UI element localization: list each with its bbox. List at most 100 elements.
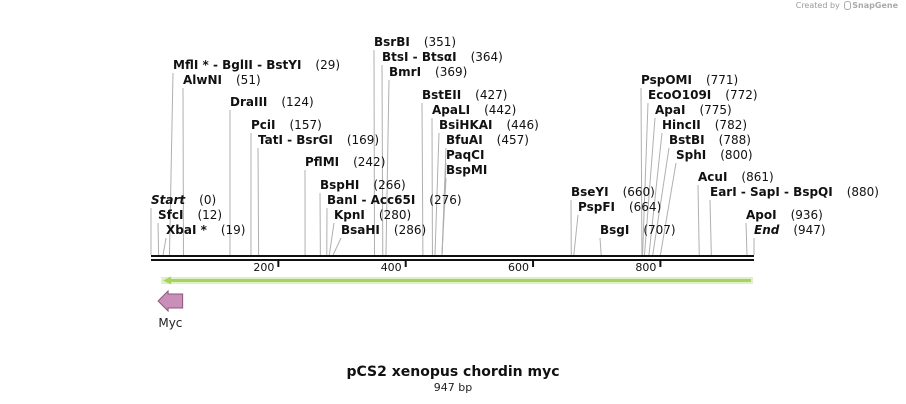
site-line-bsahi <box>332 237 342 256</box>
site-label-mfli[interactable]: MflI * - BglII - BstYI (29) <box>173 58 340 72</box>
enzyme-name: SfcI <box>158 208 183 222</box>
enzyme-name: BspMI <box>446 163 487 177</box>
site-label-bseyi[interactable]: BseYI (660) <box>571 185 655 199</box>
snapgene-credit: Created by SnapGene <box>796 1 898 10</box>
site-label-bsrbi[interactable]: BsrBI (351) <box>374 35 456 49</box>
snapgene-logo-icon <box>844 1 852 10</box>
name-separator: - <box>737 185 750 199</box>
name-separator: - <box>209 58 222 72</box>
site-label-apoi[interactable]: ApoI (936) <box>746 208 823 222</box>
site-position: (364) <box>471 50 503 64</box>
site-label-bstbi[interactable]: BstBI (788) <box>669 133 751 147</box>
enzyme-name: PciI <box>251 118 276 132</box>
enzyme-name: PaqCI <box>446 148 484 162</box>
site-label-pspomi[interactable]: PspOMI (771) <box>641 73 738 87</box>
enzyme-name: BsrBI <box>374 35 410 49</box>
site-label-acui[interactable]: AcuI (861) <box>698 170 774 184</box>
site-line-mfli <box>168 72 174 256</box>
feature-track: Myc <box>157 289 184 330</box>
name-separator: - <box>780 185 793 199</box>
site-line-pspomi <box>640 87 643 256</box>
enzyme-name: BspHI <box>320 178 359 192</box>
site-label-eari[interactable]: EarI - SapI - BspQI (880) <box>710 185 879 199</box>
site-label-sfci[interactable]: SfcI (12) <box>158 208 222 222</box>
ruler: 200 400 600 800 <box>253 261 662 274</box>
site-label-bsgi[interactable]: BsgI (707) <box>600 223 676 237</box>
site-label-bspmi[interactable]: BspMI <box>446 163 487 177</box>
site-lines <box>150 49 755 256</box>
site-label-bsteii[interactable]: BstEII (427) <box>422 88 507 102</box>
site-position: (446) <box>507 118 539 132</box>
sequence-title: pCS2 xenopus chordin myc <box>346 364 560 380</box>
site-label-apai[interactable]: ApaI (775) <box>655 103 732 117</box>
site-position: (788) <box>719 133 751 147</box>
site-label-sphi[interactable]: SphI (800) <box>676 148 753 162</box>
site-label-end[interactable]: End (947) <box>754 223 826 237</box>
site-line-kpni <box>328 222 335 256</box>
site-label-kpni[interactable]: KpnI (280) <box>334 208 411 222</box>
name-separator: - <box>253 58 266 72</box>
site-position: (664) <box>629 200 661 214</box>
site-position: (29) <box>315 58 340 72</box>
enzyme-name: PspOMI <box>641 73 692 87</box>
enzyme-name: End <box>754 223 780 237</box>
site-position: (775) <box>699 103 731 117</box>
site-label-apali[interactable]: ApaLI (442) <box>432 103 516 117</box>
ruler-tick-label: 600 <box>508 261 529 274</box>
site-label-pspfi[interactable]: PspFI (664) <box>578 200 661 214</box>
site-label-tati[interactable]: TatI - BsrGI (169) <box>258 133 379 147</box>
enzyme-name: BglII <box>222 58 253 72</box>
enzyme-name: BsrGI <box>296 133 333 147</box>
site-label-bani[interactable]: BanI - Acc65I (276) <box>327 193 462 207</box>
site-label-draiii[interactable]: DraIII (124) <box>230 95 314 109</box>
enzyme-name: BsiHKAI <box>439 118 493 132</box>
site-label-start[interactable]: Start (0) <box>151 193 216 207</box>
site-position: (266) <box>373 178 405 192</box>
site-label-bsahi[interactable]: BsaHI (286) <box>341 223 426 237</box>
site-label-xbai[interactable]: XbaI * (19) <box>166 223 246 237</box>
enzyme-name: BstYI <box>266 58 301 72</box>
enzyme-name: EarI <box>710 185 737 199</box>
enzyme-name: TatI <box>258 133 283 147</box>
site-label-bsihkai[interactable]: BsiHKAI (446) <box>439 118 539 132</box>
enzyme-name: BtsαI <box>422 50 457 64</box>
site-label-eco0109i[interactable]: EcoO109I (772) <box>648 88 758 102</box>
site-position: (771) <box>706 73 738 87</box>
site-position: (782) <box>715 118 747 132</box>
enzyme-name: EcoO109I <box>648 88 711 102</box>
site-label-bmri[interactable]: BmrI (369) <box>389 65 467 79</box>
enzyme-name: AlwNI <box>183 73 222 87</box>
credit-brand: SnapGene <box>852 1 898 10</box>
dna-backbone <box>151 255 754 261</box>
site-label-bsphi[interactable]: BspHI (266) <box>320 178 406 192</box>
site-line-btsi <box>381 64 384 256</box>
feature-label-myc: Myc <box>158 316 182 330</box>
enzyme-name: KpnI <box>334 208 365 222</box>
site-position: (707) <box>643 223 675 237</box>
site-line-pspfi <box>573 214 579 256</box>
enzyme-name: SphI <box>676 148 706 162</box>
site-label-alwni[interactable]: AlwNI (51) <box>183 73 261 87</box>
site-line-apoi <box>745 222 748 256</box>
site-position: (280) <box>379 208 411 222</box>
site-label-pflmi[interactable]: PflMI (242) <box>305 155 385 169</box>
site-label-pcii[interactable]: PciI (157) <box>251 118 322 132</box>
site-line-bspmi <box>441 177 447 256</box>
site-label-bfuai[interactable]: BfuAI (457) <box>446 133 529 147</box>
enzyme-name: PflMI <box>305 155 339 169</box>
enzyme-name: BspQI <box>793 185 833 199</box>
enzyme-name: XbaI * <box>166 223 208 237</box>
enzyme-name: SapI <box>750 185 780 199</box>
name-separator: - <box>357 193 370 207</box>
site-label-hincii[interactable]: HincII (782) <box>662 118 747 132</box>
site-line-hincii <box>648 132 663 256</box>
site-position: (157) <box>290 118 322 132</box>
enzyme-name: DraIII <box>230 95 267 109</box>
feature-arrow-myc[interactable] <box>157 289 184 313</box>
site-label-paqci[interactable]: PaqCI <box>446 148 484 162</box>
site-line-sphi <box>659 162 677 256</box>
site-label-btsi[interactable]: BtsI - BtsαI (364) <box>382 50 503 64</box>
site-position: (861) <box>741 170 773 184</box>
site-position: (369) <box>435 65 467 79</box>
site-position: (242) <box>353 155 385 169</box>
